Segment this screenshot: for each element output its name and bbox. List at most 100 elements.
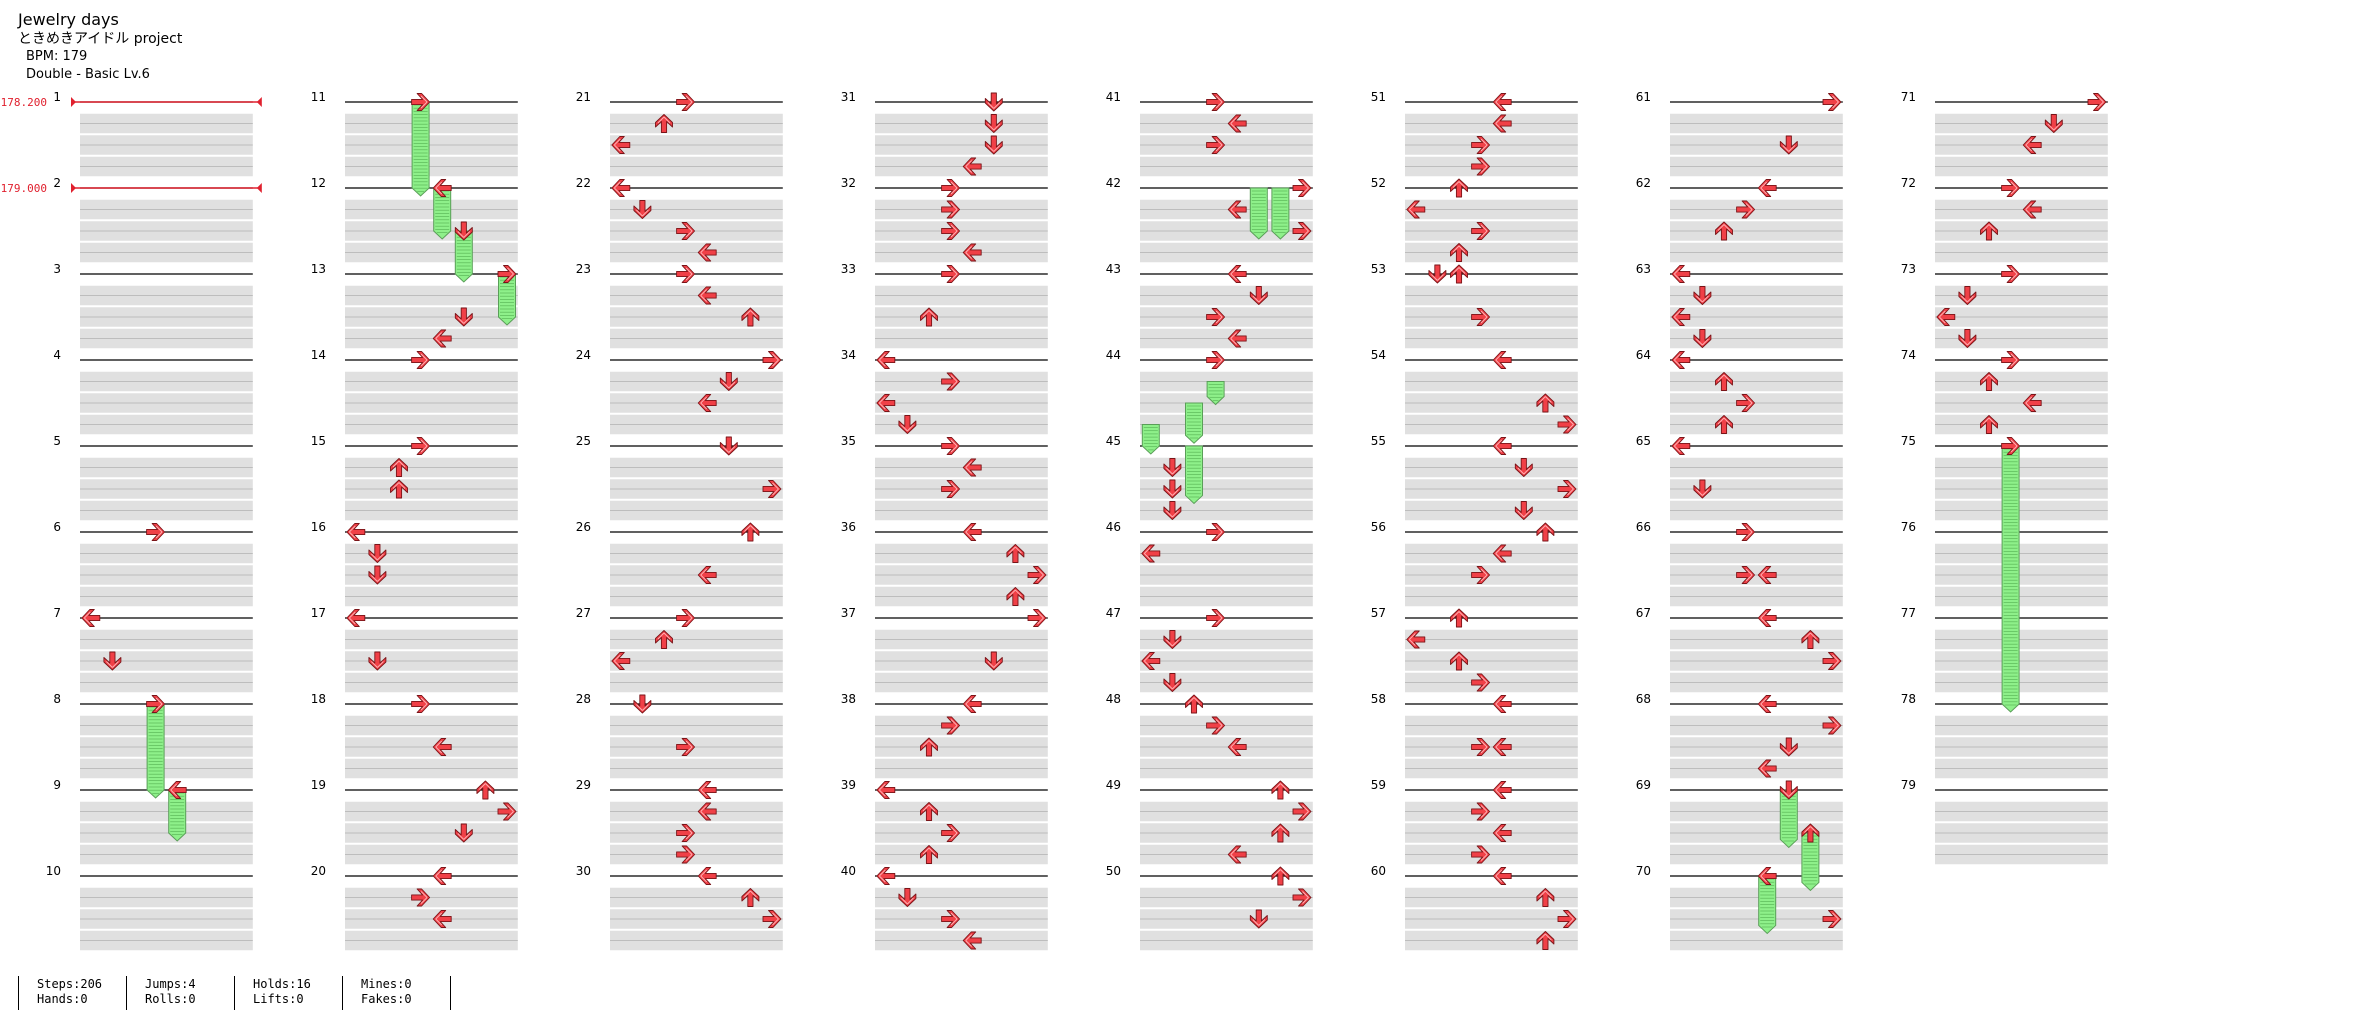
arrow-highlight (1215, 719, 1223, 732)
arrow-up-icon (1980, 372, 1998, 391)
arrow-highlight (1037, 611, 1044, 625)
arrow-highlight (700, 568, 708, 582)
arrow-highlight (371, 553, 384, 561)
arrow-right-icon (941, 910, 961, 928)
bpm-change-marker (256, 183, 262, 193)
arrow-highlight (1452, 267, 1466, 274)
arrow-highlight (479, 783, 492, 790)
arrow-highlight (1480, 740, 1488, 754)
arrow-shape (697, 566, 717, 584)
arrow-highlight (1495, 95, 1503, 109)
measure-number: 53 (1371, 262, 1386, 276)
arrow-highlight (772, 912, 779, 926)
arrow-right-icon (1736, 523, 1756, 541)
arrow-highlight (1452, 654, 1466, 661)
arrow-highlight (987, 102, 1001, 109)
arrow-highlight (1230, 332, 1238, 345)
arrow-left-icon (1757, 566, 1777, 584)
arrow-up-icon (1536, 888, 1555, 907)
arrow-highlight (1230, 740, 1238, 754)
arrow-highlight (1832, 912, 1839, 926)
arrow-left-icon (1406, 200, 1426, 219)
arrow-shape (697, 286, 717, 305)
arrow-shape (1227, 329, 1247, 348)
stat-rolls: Rolls:0 (145, 992, 196, 1006)
measure-number: 44 (1106, 348, 1121, 362)
arrow-down-icon (1163, 479, 1182, 499)
bpm-change-marker (256, 97, 262, 107)
arrow-shape (1471, 157, 1491, 176)
measure-number: 21 (576, 90, 591, 104)
measure-number: 77 (1901, 606, 1916, 620)
arrow-shape (941, 179, 961, 197)
arrow-shape (1536, 522, 1555, 542)
measure-number: 22 (576, 176, 591, 190)
arrow-highlight (1452, 611, 1466, 618)
arrow-highlight (901, 897, 914, 905)
hold-note (1271, 187, 1290, 240)
arrow-shape (1736, 394, 1756, 412)
arrow-highlight (1760, 611, 1768, 625)
arrow-right-icon (2001, 437, 2021, 455)
arrow-shape (1206, 609, 1226, 627)
arrow-right-icon (941, 372, 961, 391)
measure-number: 54 (1371, 348, 1386, 362)
arrow-shape (1822, 716, 1842, 735)
arrow-up-icon (1450, 178, 1468, 198)
arrow-shape (1292, 888, 1312, 907)
arrow-right-icon (1027, 566, 1047, 584)
arrow-left-icon (432, 329, 452, 348)
arrow-highlight (1495, 439, 1503, 453)
arrow-up-icon (1980, 415, 1998, 434)
arrow-highlight (1302, 181, 1309, 195)
arrow-shape (432, 329, 452, 348)
measure-number: 60 (1371, 864, 1386, 878)
arrow-right-icon (2001, 265, 2021, 283)
arrow-down-icon (1163, 630, 1182, 649)
arrow-left-icon (962, 458, 982, 477)
arrow-shape (1206, 716, 1226, 735)
arrow-highlight (722, 446, 736, 453)
arrow-shape (1958, 286, 1977, 305)
arrow-highlight (1215, 138, 1223, 152)
step-chart: 1234567891011121314151617181920212223242… (1, 90, 2108, 951)
arrow-shape (920, 845, 938, 864)
arrow-highlight (1832, 654, 1839, 668)
arrow-highlight (1495, 697, 1503, 711)
arrow-shape (1557, 480, 1577, 498)
arrow-shape (1492, 93, 1512, 111)
arrow-shape (676, 93, 696, 111)
measure-number: 68 (1636, 692, 1651, 706)
arrow-up-icon (1801, 630, 1820, 649)
arrow-right-icon (2001, 179, 2021, 197)
arrow-shape (368, 651, 387, 671)
arrow-highlight (1215, 525, 1223, 539)
arrow-down-icon (1249, 909, 1268, 929)
arrow-left-icon (1492, 351, 1512, 369)
measure-number: 63 (1636, 262, 1651, 276)
arrow-up-icon (1006, 544, 1025, 563)
arrow-highlight (1717, 224, 1731, 231)
measure-number: 45 (1106, 434, 1121, 448)
arrow-down-icon (1693, 479, 1712, 499)
arrow-right-icon (762, 910, 782, 928)
arrow-highlight (1495, 740, 1503, 754)
arrow-highlight (1745, 396, 1753, 410)
arrow-highlight (685, 224, 693, 238)
arrow-left-icon (1141, 652, 1161, 670)
arrow-shape (1471, 136, 1491, 154)
arrow-shape (146, 695, 166, 713)
arrow-highlight (878, 869, 886, 883)
arrow-right-icon (676, 222, 696, 240)
arrow-right-icon (1292, 222, 1312, 240)
arrow-down-icon (368, 544, 387, 563)
arrow-right-icon (676, 845, 696, 864)
arrow-shape (1471, 673, 1491, 692)
arrow-highlight (1782, 747, 1796, 754)
arrow-highlight (1480, 160, 1488, 173)
arrow-shape (1822, 93, 1842, 111)
arrow-down-icon (1249, 286, 1268, 305)
arrow-highlight (170, 783, 178, 797)
arrow-highlight (1230, 117, 1238, 130)
arrow-up-icon (741, 522, 760, 542)
